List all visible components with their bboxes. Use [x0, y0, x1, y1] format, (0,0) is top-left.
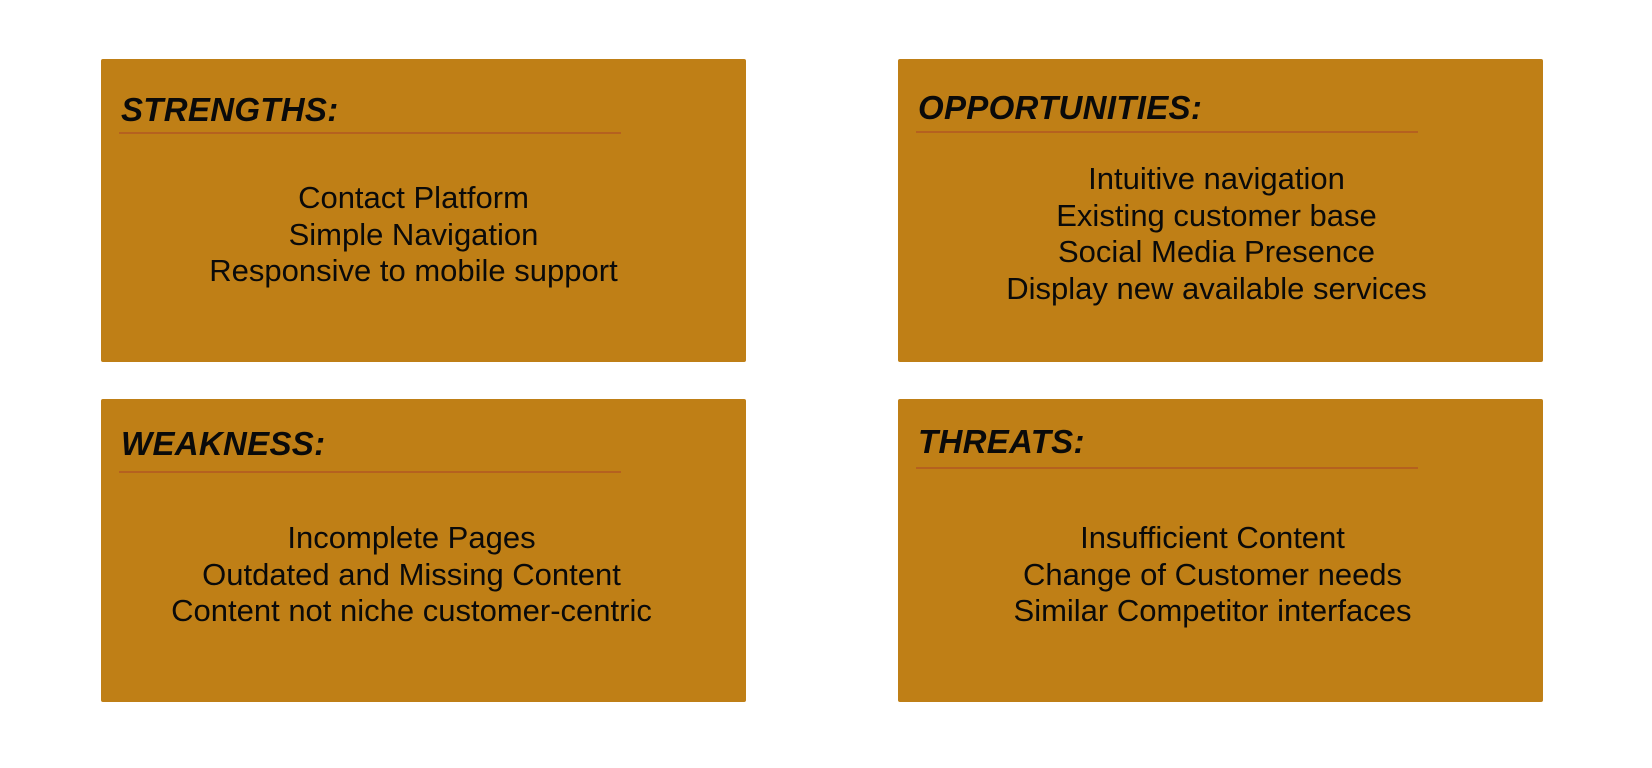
- weakness-item: Incomplete Pages: [287, 520, 536, 555]
- strengths-item: Responsive to mobile support: [209, 253, 618, 288]
- opportunities-divider: [916, 131, 1418, 133]
- threats-box: THREATS: Insufficient Content Change of …: [898, 399, 1543, 702]
- opportunities-item: Display new available services: [1006, 270, 1427, 306]
- weakness-title: WEAKNESS:: [121, 425, 326, 462]
- opportunities-title: OPPORTUNITIES:: [918, 89, 1203, 126]
- strengths-divider: [119, 132, 621, 134]
- opportunities-item: Social Media Presence: [1057, 234, 1376, 269]
- opportunities-item: Existing customer base: [1056, 197, 1377, 233]
- threats-divider: [916, 467, 1418, 469]
- weakness-item: Content not niche customer-centric: [171, 593, 652, 628]
- threats-item: Change of Customer needs: [1022, 556, 1403, 592]
- weakness-divider: [119, 471, 621, 473]
- strengths-item: Simple Navigation: [288, 216, 539, 252]
- strengths-title: STRENGTHS:: [121, 91, 339, 128]
- threats-item: Insufficient Content: [1080, 520, 1345, 555]
- weakness-item: Outdated and Missing Content: [202, 556, 621, 592]
- opportunities-list: Intuitive navigation Existing customer b…: [894, 161, 1539, 307]
- opportunities-item: Intuitive navigation: [1088, 161, 1345, 196]
- threats-title: THREATS:: [918, 423, 1085, 460]
- strengths-list: Contact Platform Simple Navigation Respo…: [91, 180, 736, 290]
- weakness-list: Incomplete Pages Outdated and Missing Co…: [89, 520, 734, 630]
- weakness-box: WEAKNESS: Incomplete Pages Outdated and …: [101, 399, 746, 702]
- strengths-item: Contact Platform: [298, 180, 529, 215]
- threats-list: Insufficient Content Change of Customer …: [890, 520, 1535, 630]
- strengths-box: STRENGTHS: Contact Platform Simple Navig…: [101, 59, 746, 362]
- opportunities-box: OPPORTUNITIES: Intuitive navigation Exis…: [898, 59, 1543, 362]
- threats-item: Similar Competitor interfaces: [1013, 593, 1412, 628]
